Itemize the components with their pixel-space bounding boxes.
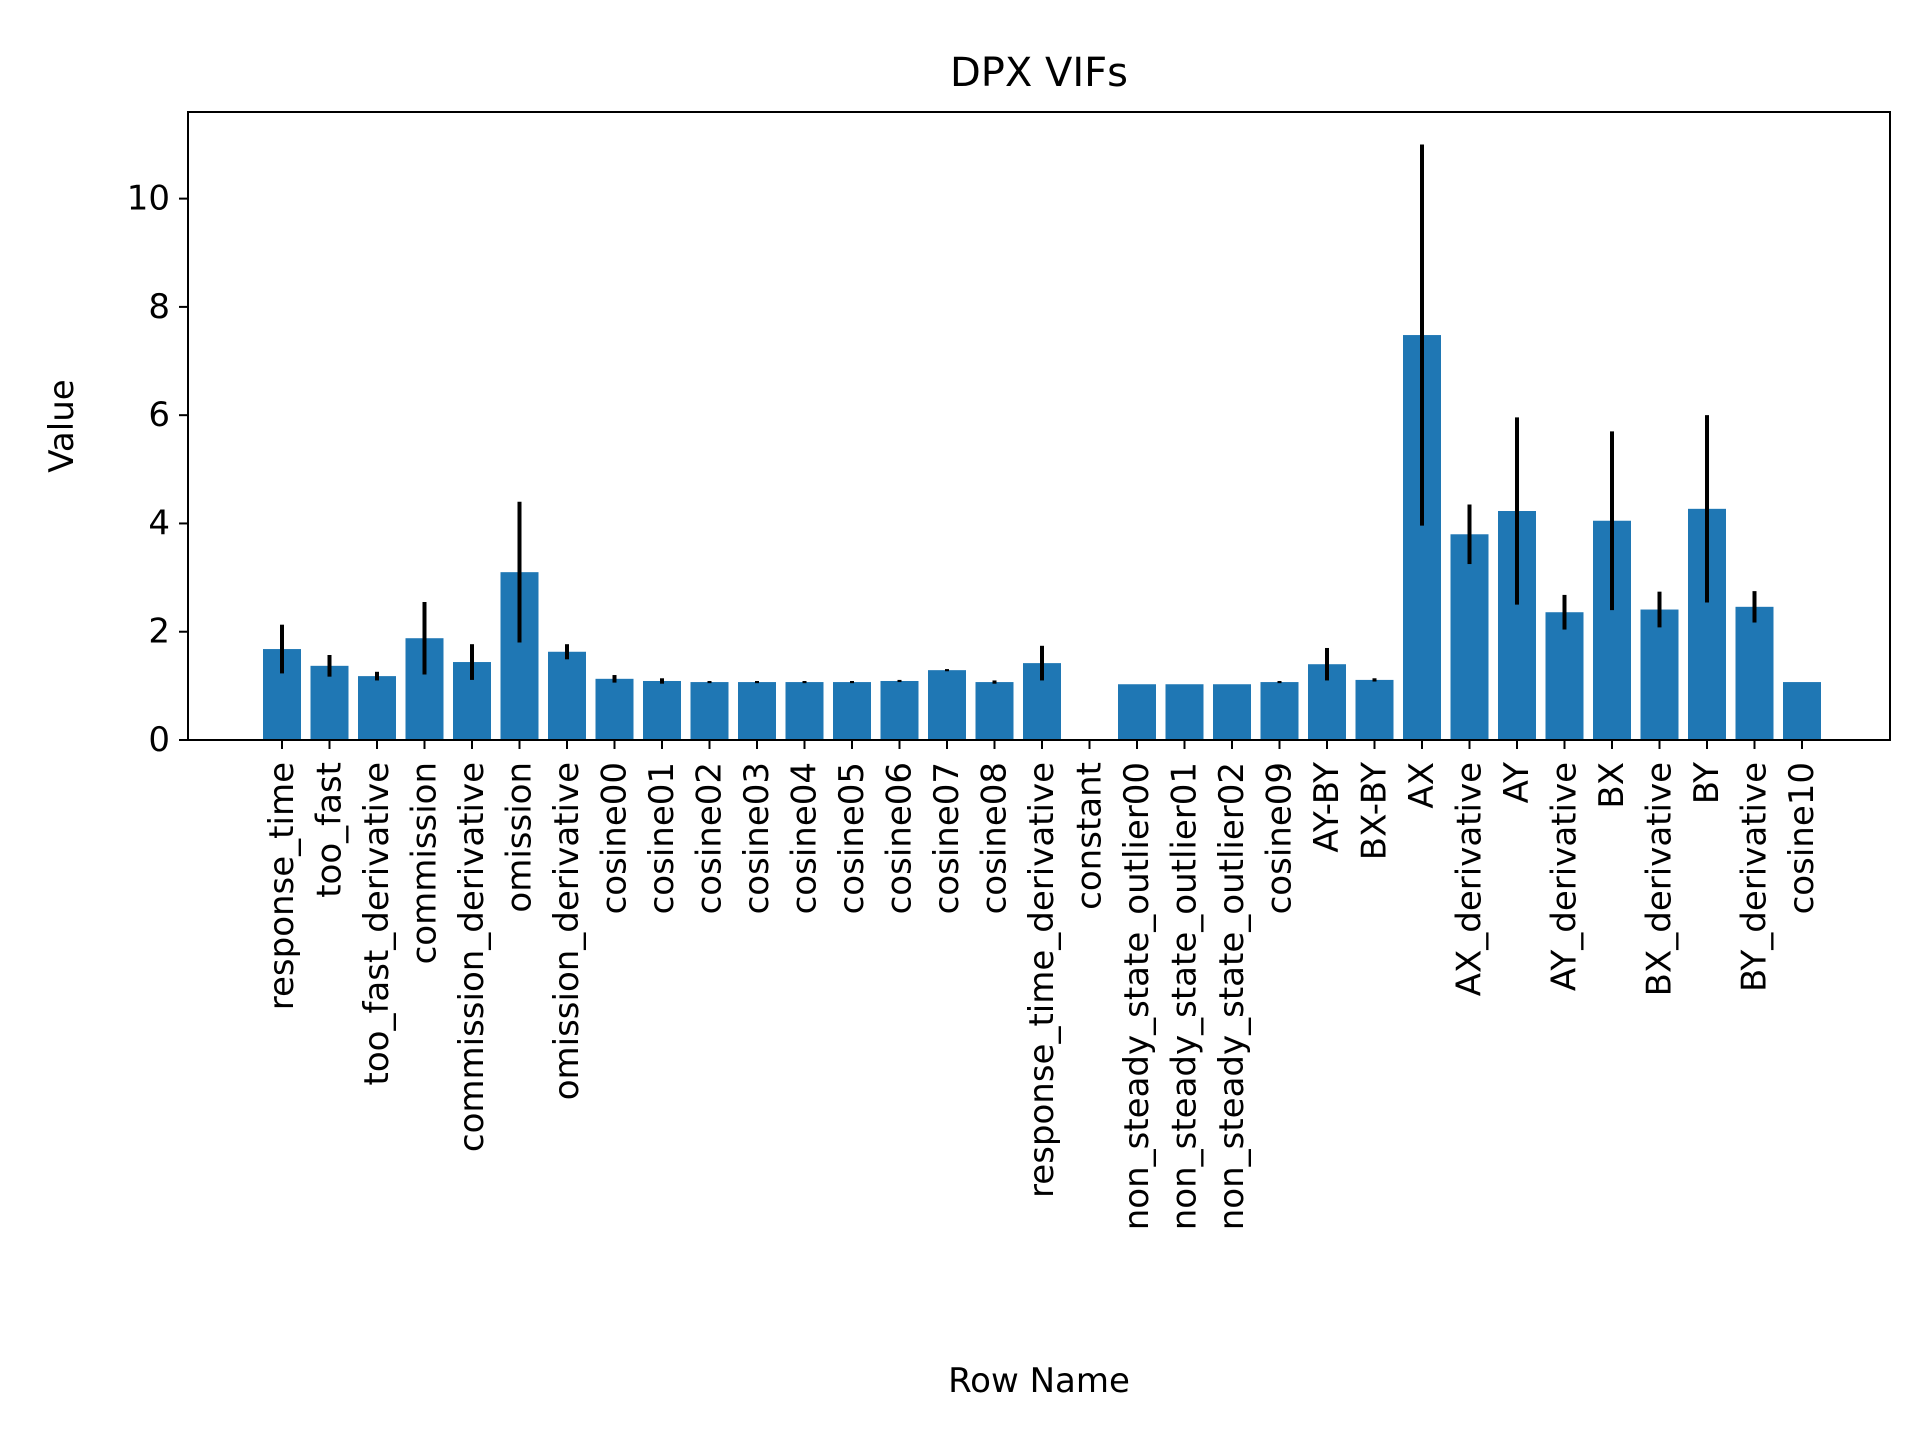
- bar-non_steady_state_outlier01: [1165, 684, 1204, 740]
- x-tick-label: cosine06: [880, 762, 920, 914]
- plot-frame: [187, 111, 1891, 741]
- bar-cosine07: [928, 670, 966, 740]
- y-tick-label: 8: [148, 287, 170, 327]
- y-tick-label: 0: [148, 720, 170, 760]
- x-tick-label: AX_derivative: [1450, 762, 1490, 996]
- x-tick-label: BX_derivative: [1640, 762, 1680, 996]
- x-tick-label: BY: [1687, 762, 1727, 804]
- x-tick-label: commission_derivative: [452, 762, 492, 1152]
- x-tick-label: AX: [1402, 762, 1442, 809]
- bar-cosine00: [595, 678, 634, 740]
- chart-title: DPX VIFs: [950, 50, 1128, 96]
- x-tick-label: non_steady_state_outlier00: [1117, 762, 1157, 1230]
- x-tick-label: constant: [1070, 762, 1110, 910]
- x-tick-label: too_fast_derivative: [357, 762, 397, 1085]
- x-tick-label: cosine03: [737, 762, 777, 914]
- x-tick-label: non_steady_state_outlier02: [1212, 762, 1252, 1230]
- y-tick-label: 4: [148, 503, 170, 543]
- bar-omission_derivative: [548, 651, 586, 740]
- bar-cosine02: [690, 682, 729, 740]
- bar-too_fast: [310, 665, 349, 740]
- x-tick-label: omission_derivative: [547, 762, 587, 1100]
- bar-cosine03: [738, 682, 776, 740]
- bar-cosine05: [833, 682, 871, 740]
- x-tick-label: non_steady_state_outlier01: [1165, 762, 1205, 1230]
- y-tick-label: 6: [148, 395, 170, 435]
- x-tick-label: BX-BY: [1355, 762, 1395, 860]
- x-tick-label: cosine08: [975, 762, 1015, 914]
- bar-cosine01: [643, 680, 681, 740]
- x-tick-label: AY_derivative: [1545, 762, 1585, 991]
- bar-cosine04: [785, 682, 824, 740]
- bar-cosine08: [975, 682, 1014, 740]
- x-tick-label: cosine00: [595, 762, 635, 914]
- x-tick-label: commission: [405, 762, 445, 964]
- x-tick-label: omission: [500, 762, 540, 913]
- y-tick-label: 2: [148, 612, 170, 652]
- x-tick-label: BY_derivative: [1735, 762, 1775, 992]
- bar-cosine06: [880, 680, 919, 740]
- x-tick-label: cosine05: [832, 762, 872, 914]
- bar-BX_derivative: [1640, 609, 1679, 740]
- bar-non_steady_state_outlier00: [1118, 684, 1156, 740]
- bar-AY_derivative: [1545, 612, 1584, 740]
- x-tick-label: cosine04: [785, 762, 825, 914]
- x-tick-label: cosine02: [690, 762, 730, 914]
- bar-AX_derivative: [1450, 534, 1489, 740]
- bar-BX-BY: [1355, 679, 1394, 740]
- bar-non_steady_state_outlier02: [1213, 684, 1251, 740]
- x-tick-label: cosine01: [642, 762, 682, 914]
- bar-cosine09: [1260, 682, 1299, 740]
- x-tick-label: response_time_derivative: [1022, 762, 1062, 1198]
- bar-too_fast_derivative: [358, 676, 396, 740]
- x-tick-label: cosine10: [1782, 762, 1822, 914]
- x-axis-title: Row Name: [948, 1361, 1130, 1401]
- x-tick-label: AY-BY: [1307, 762, 1347, 853]
- bar-cosine10: [1783, 682, 1821, 740]
- x-tick-label: cosine09: [1260, 762, 1300, 914]
- x-tick-label: BX: [1592, 762, 1632, 809]
- y-axis-title: Value: [42, 379, 82, 472]
- bar-BY_derivative: [1735, 606, 1774, 740]
- y-tick-label: 10: [127, 179, 170, 219]
- x-tick-label: cosine07: [927, 762, 967, 914]
- x-tick-label: AY: [1497, 762, 1537, 804]
- x-tick-label: too_fast: [310, 762, 350, 898]
- x-tick-label: response_time: [262, 762, 302, 1010]
